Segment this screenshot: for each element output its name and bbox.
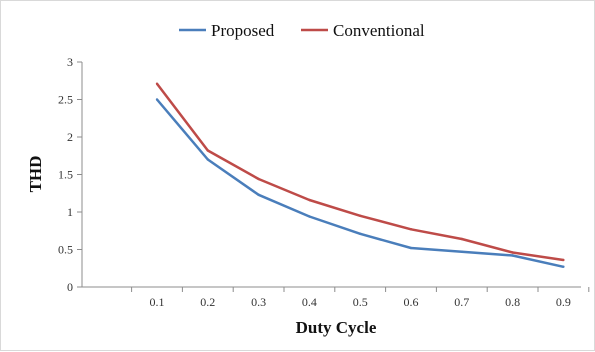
x-tick-label: 0.5: [353, 295, 368, 309]
data-point-conventional: [511, 251, 514, 254]
x-tick-label: 0.8: [505, 295, 520, 309]
x-tick-label: 0.1: [150, 295, 165, 309]
data-point-conventional: [359, 214, 362, 217]
x-tick-label: 0.3: [251, 295, 266, 309]
data-point-proposed: [206, 158, 209, 161]
x-tick-label: 0.7: [454, 295, 469, 309]
data-point-proposed: [155, 98, 159, 101]
x-axis-title: Duty Cycle: [296, 318, 377, 337]
y-axis-title: THD: [26, 156, 45, 193]
data-point-proposed: [562, 265, 565, 268]
x-axis: 0.1 0.2 0.3 0.4 0.5 0.6 0.7 0.8 0.9: [82, 286, 590, 309]
data-point-proposed: [359, 232, 362, 235]
y-tick-label: 0: [67, 280, 73, 294]
data-point-conventional: [460, 237, 463, 241]
data-point-conventional: [409, 228, 413, 231]
y-tick-label: 3: [67, 55, 73, 69]
data-point-proposed: [308, 215, 311, 218]
data-point-conventional: [562, 258, 565, 262]
data-point-proposed: [460, 250, 463, 253]
data-point-proposed: [511, 254, 514, 257]
data-point-conventional: [155, 82, 159, 85]
legend-label-conventional: Conventional: [333, 21, 425, 40]
data-point-conventional: [308, 198, 311, 202]
x-tick-label: 0.9: [556, 295, 571, 309]
x-tick-label: 0.4: [302, 295, 317, 309]
y-tick-label: 2.5: [58, 93, 73, 107]
x-tick-label: 0.6: [404, 295, 419, 309]
legend: Proposed Conventional: [179, 21, 425, 40]
data-point-conventional: [206, 149, 209, 152]
y-tick-label: 1.5: [58, 168, 73, 182]
plot-area: [155, 82, 565, 269]
y-tick-label: 0.5: [58, 243, 73, 257]
x-tick-label: 0.2: [200, 295, 215, 309]
data-point-proposed: [409, 246, 413, 250]
y-axis: 0 0.5 1 1.5 2 2.5 3: [58, 55, 83, 294]
data-point-conventional: [257, 177, 260, 181]
y-tick-label: 2: [67, 130, 73, 144]
series-line-proposed: [156, 98, 564, 269]
legend-label-proposed: Proposed: [211, 21, 275, 40]
data-point-proposed: [257, 193, 260, 196]
y-tick-label: 1: [67, 205, 73, 219]
